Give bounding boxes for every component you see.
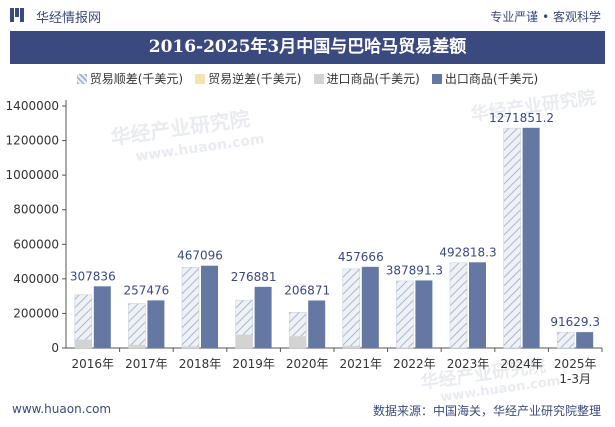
data-label: 457666 — [338, 250, 384, 264]
y-tick-label: 600000 — [13, 237, 59, 251]
bar-trade-surplus — [503, 127, 521, 349]
x-tick-label: 2020年 — [286, 357, 329, 371]
x-tick-label: 2021年 — [340, 357, 383, 371]
bar-export — [147, 300, 165, 348]
bar-trade-surplus — [128, 303, 146, 349]
legend-swatch — [76, 74, 87, 84]
bar-trade-surplus — [181, 267, 200, 349]
tagline: 专业严谨 • 客观科学 — [490, 10, 601, 24]
data-label: 467096 — [177, 249, 223, 263]
legend-item: 进口商品(千美元) — [313, 70, 420, 87]
y-tick-label: 400000 — [13, 272, 59, 286]
legend-swatch — [431, 74, 442, 84]
y-tick-label: 200000 — [13, 306, 59, 320]
bar-trade-surplus — [556, 331, 575, 349]
title-bar: 2016-2025年3月中国与巴哈马贸易差额 — [10, 31, 605, 64]
x-tick-label: 2024年 — [500, 357, 543, 371]
y-tick-label: 1400000 — [6, 99, 59, 113]
bar-import — [235, 334, 253, 348]
data-label: 387891.3 — [386, 263, 443, 277]
bar-import — [74, 339, 92, 348]
bar-import — [396, 347, 414, 348]
x-tick-label: 2025年 1-3月 — [554, 357, 597, 386]
bar-export — [254, 286, 272, 348]
y-tick-label: 0 — [51, 341, 59, 355]
top-bar: 华经情报网 专业严谨 • 客观科学 — [0, 0, 615, 30]
chart-svg: 0 200000 400000 600000 800000 1000000 1200000 1… — [6, 99, 603, 386]
logo-icon — [10, 8, 24, 22]
chart-title: 2016-2025年3月中国与巴哈马贸易差额 — [148, 37, 467, 57]
bar-trade-surplus — [449, 262, 468, 349]
footer-url[interactable]: www.huaon.com — [12, 402, 112, 416]
legend-item: 贸易顺差(千美元) — [76, 70, 184, 87]
data-label: 1271851.2 — [489, 111, 554, 125]
bar-export — [93, 286, 111, 348]
bar-trade-surplus — [342, 268, 361, 349]
legend-label: 贸易逆差(千美元) — [208, 72, 302, 86]
x-tick-label: 2019年 — [232, 357, 275, 371]
legend-label: 出口商品(千美元) — [444, 72, 539, 86]
bar-export — [415, 280, 433, 348]
legend-item: 贸易逆差(千美元) — [195, 70, 302, 87]
site-name[interactable]: 华经情报网 — [36, 11, 102, 26]
legend-swatch — [313, 74, 324, 84]
data-label: 307836 — [70, 269, 116, 283]
x-tick-label: 2017年 — [125, 357, 168, 371]
bar-import — [289, 336, 307, 348]
legend-item: 出口商品(千美元) — [431, 70, 539, 87]
bar-import — [182, 346, 199, 348]
bar-export — [576, 332, 594, 348]
bar-export — [522, 127, 540, 348]
footer-source: 数据来源：中国海关，华经产业研究院整理 — [372, 404, 601, 418]
chart-legend: 贸易顺差(千美元) 贸易逆差(千美元) 进口商品(千美元) 出口商品(千美元) — [0, 70, 615, 90]
y-tick-label: 800000 — [13, 203, 59, 217]
bar-export — [469, 262, 486, 348]
x-tick-label: 2022年 — [393, 357, 436, 371]
bar-import — [450, 347, 467, 348]
x-tick-label: 2016年 — [72, 357, 115, 371]
data-label: 492818.3 — [439, 245, 496, 259]
bar-export — [361, 266, 379, 348]
y-tick-label: 1200000 — [6, 134, 59, 148]
x-tick-label: 2018年 — [179, 357, 222, 371]
bar-export — [308, 300, 326, 348]
data-label: 91629.3 — [550, 315, 600, 329]
legend-label: 贸易顺差(千美元) — [89, 72, 184, 86]
y-tick-label: 1000000 — [6, 168, 59, 182]
bar-import — [342, 345, 360, 348]
legend-label: 进口商品(千美元) — [326, 72, 420, 86]
data-label: 257476 — [123, 283, 169, 297]
data-label: 276881 — [231, 270, 277, 284]
bar-trade-surplus — [396, 280, 414, 349]
x-tick-label: 2023年 — [447, 357, 490, 371]
bar-import — [128, 344, 146, 348]
data-label: 206871 — [284, 283, 330, 297]
legend-swatch — [195, 74, 206, 84]
bar-export — [201, 265, 218, 348]
